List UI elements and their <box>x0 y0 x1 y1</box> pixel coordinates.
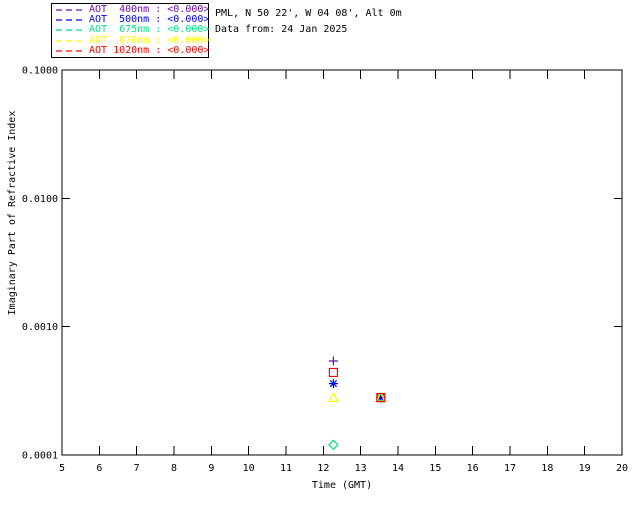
x-tick-label: 11 <box>280 463 292 474</box>
x-tick-label: 20 <box>616 463 628 474</box>
legend-entry: AOT 500nm : <0.000> <box>55 14 210 26</box>
x-tick-label: 14 <box>392 463 404 474</box>
data-point-asterisk <box>328 379 338 389</box>
x-tick-label: 19 <box>579 463 591 474</box>
data-point-square <box>376 393 386 403</box>
legend-dashed-line <box>56 50 84 52</box>
plot-border <box>61 69 623 456</box>
y-tick-label: 0.0010 <box>22 322 58 333</box>
x-tick-label: 12 <box>317 463 329 474</box>
legend-entry: AOT 400nm : <0.000> <box>55 4 210 16</box>
legend-label: AOT 400nm : <0.000> <box>89 4 210 16</box>
legend-entry: AOT 675nm : <0.000> <box>55 24 210 36</box>
x-axis-label: Time (GMT) <box>312 480 372 491</box>
x-tick-label: 16 <box>467 463 479 474</box>
plot-header: PML, N 50 22', W 04 08', Alt 0m Data fro… <box>215 6 402 38</box>
x-tick-label: 7 <box>134 463 140 474</box>
y-tick-label: 0.1000 <box>22 66 58 77</box>
x-tick-label: 10 <box>243 463 255 474</box>
data-date-text: Data from: 24 Jan 2025 <box>215 24 348 35</box>
data-point-plus <box>328 356 338 366</box>
legend-dashed-line <box>56 29 84 32</box>
data-point-triangle <box>328 391 339 402</box>
legend-label: AOT 1020nm : <0.000> <box>89 44 210 56</box>
x-tick-label: 17 <box>504 463 516 474</box>
legend-entry: AOT 1020nm : <0.000> <box>55 44 210 56</box>
legend-dashed-line <box>56 9 84 11</box>
x-tick-label: 15 <box>429 463 441 474</box>
x-tick-label: 8 <box>171 463 177 474</box>
y-axis-label: Imaginary Part of Refractive Index <box>7 111 18 316</box>
legend-dashed-line <box>56 19 84 21</box>
data-point-diamond <box>328 439 339 451</box>
legend-label: AOT 500nm : <0.000> <box>89 14 210 26</box>
data-point-asterisk <box>376 393 386 403</box>
x-tick-label: 6 <box>96 463 102 474</box>
legend-dashed-line <box>56 40 84 42</box>
x-tick-label: 9 <box>208 463 214 474</box>
data-point-square <box>328 367 339 378</box>
legend-entry: AOT 870nm : <0.000> <box>55 34 210 46</box>
legend-box: AOT 400nm : <0.000> AOT 500nm : <0.000> AO… <box>51 3 209 58</box>
legend-label: AOT 675nm : <0.000> <box>89 24 210 36</box>
y-tick-label: 0.0001 <box>22 451 58 462</box>
legend-label: AOT 870nm : <0.000> <box>89 34 210 46</box>
x-tick-label: 18 <box>541 463 553 474</box>
site-location-text: PML, N 50 22', W 04 08', Alt 0m <box>215 8 402 19</box>
y-tick-label: 0.0100 <box>22 194 58 205</box>
x-tick-label: 13 <box>355 463 367 474</box>
x-tick-label: 5 <box>59 463 65 474</box>
